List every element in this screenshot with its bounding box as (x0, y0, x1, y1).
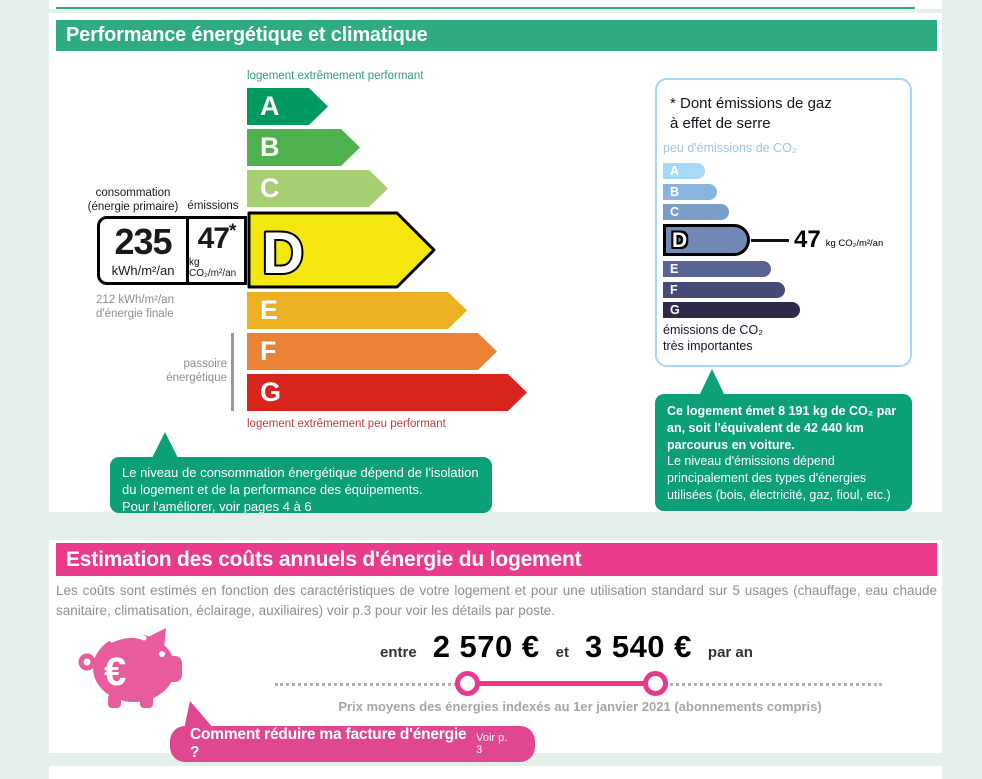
costs-callout: Comment réduire ma facture d'énergie ? V… (170, 726, 535, 762)
top-strip-divider (56, 7, 915, 9)
cost-range-row: entre 2 570 € et 3 540 € par an (380, 629, 753, 665)
bottom-strip (49, 766, 942, 779)
co2-panel (655, 78, 912, 367)
emissions-unit: kg CO₂/m²/an (189, 257, 237, 279)
energy-section-title: Performance énergétique et climatique (66, 24, 428, 46)
costs-section-title: Estimation des coûts annuels d'énergie d… (66, 548, 582, 571)
co2-panel-title: * Dont émissions de gaz à effet de serre (670, 95, 832, 132)
co2-bar-f: F (663, 282, 785, 298)
co2-bar-g: G (663, 302, 800, 318)
costs-callout-ref: Voir p. 3 (476, 732, 508, 756)
co2-bar-letter: G (670, 302, 680, 317)
energy-class-letter: B (260, 132, 280, 162)
final-energy-note: 212 kWh/m²/an d'énergie finale (96, 294, 174, 321)
top-strip (49, 0, 942, 9)
current-energy-class-letter: D (262, 221, 304, 286)
co2-callout-tail (699, 369, 725, 396)
price-index-caption: Prix moyens des énergies indexés au 1er … (338, 699, 822, 714)
co2-low-label: peu d'émissions de CO₂ (663, 141, 797, 155)
energy-class-a: A (247, 88, 328, 125)
range-max-value: 3 540 € (584, 629, 692, 664)
energy-class-letter: A (260, 91, 280, 121)
current-energy-class-arrow: D (247, 211, 436, 289)
range-suffix: par an (707, 644, 753, 661)
range-solid-line (467, 681, 655, 686)
piggy-bank-icon: € (78, 628, 182, 708)
co2-bar-d: D (663, 224, 750, 256)
euro-symbol: € (104, 650, 126, 694)
co2-callout: Ce logement émet 8 191 kg de CO₂ par an,… (655, 394, 912, 511)
energy-class-e: E (247, 292, 467, 329)
scale-top-label: logement extrêmement performant (247, 70, 424, 82)
co2-annotation-unit: kg CO₂/m²/an (825, 237, 884, 249)
consumption-value: 235 (114, 220, 172, 262)
energy-class-letter: F (260, 336, 277, 366)
consumption-label: consommation (énergie primaire) (87, 187, 179, 214)
range-max-marker (643, 671, 668, 696)
co2-annotation-value: 47 (794, 226, 821, 253)
emissions-value-cell: 47* kg CO₂/m²/an (189, 219, 244, 282)
passoire-label: passoire énergétique (166, 358, 227, 385)
costs-callout-tail (184, 701, 214, 729)
co2-bar-a: A (663, 163, 705, 179)
consumption-value-cell: 235 kWh/m²/an (100, 219, 189, 282)
energy-class-letter: C (260, 173, 280, 203)
energy-class-c: C (247, 170, 388, 207)
energy-class-letter: G (260, 377, 282, 407)
co2-bar-letter: F (670, 282, 678, 297)
passoire-bracket (231, 333, 234, 411)
co2-bar-letter: C (670, 204, 680, 219)
energy-class-b: B (247, 129, 360, 166)
co2-bar-letter: A (670, 163, 680, 178)
co2-bar-c: C (663, 204, 729, 220)
co2-annotation: 47 kg CO₂/m²/an (751, 226, 883, 254)
co2-bar-b: B (663, 184, 717, 200)
co2-bar-e: E (663, 261, 771, 277)
co2-bar-letter: D (672, 228, 688, 252)
scale-bottom-label: logement extrêmement peu performant (247, 418, 446, 430)
range-prefix: entre (380, 644, 417, 661)
energy-section-header: Performance énergétique et climatique (56, 20, 937, 51)
energy-class-letter: E (260, 295, 279, 325)
emissions-label: émissions (187, 200, 239, 212)
emissions-asterisk: * (228, 221, 236, 242)
coin-slot (109, 632, 147, 643)
costs-callout-question: Comment réduire ma facture d'énergie ? (190, 726, 467, 761)
energy-class-g: G (247, 374, 527, 411)
consumption-unit: kWh/m²/an (111, 262, 175, 278)
energy-callout-tail (152, 432, 178, 458)
emissions-value: 47* (197, 221, 237, 255)
energy-class-f: F (247, 333, 497, 370)
co2-bar-letter: B (670, 184, 680, 199)
range-min-value: 2 570 € (432, 629, 540, 664)
co2-annotation-line (751, 238, 789, 242)
costs-paragraph: Les coûts sont estimés en fonction des c… (56, 583, 937, 618)
co2-bar-letter: E (670, 261, 679, 276)
range-separator: et (555, 644, 569, 661)
co2-high-label: émissions de CO₂ très importantes (663, 323, 764, 354)
costs-section-header: Estimation des coûts annuels d'énergie d… (56, 543, 937, 576)
energy-callout: Le niveau de consommation énergétique dé… (110, 457, 492, 514)
piggy-eye (159, 651, 165, 657)
range-min-marker (455, 671, 480, 696)
energy-value-box: 235 kWh/m²/an 47* kg CO₂/m²/an (97, 216, 247, 285)
